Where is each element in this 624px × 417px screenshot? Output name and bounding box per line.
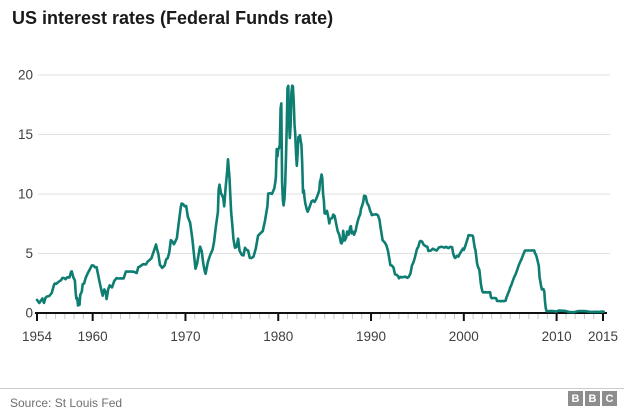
y-tick-label-20: 20 <box>18 68 33 83</box>
x-tick-label-2000: 2000 <box>449 329 479 344</box>
x-tick-label-2015: 2015 <box>588 329 618 344</box>
y-tick-label-10: 10 <box>18 187 33 202</box>
bbc-logo-block-3: C <box>602 391 617 406</box>
y-tick-label-5: 5 <box>25 246 33 261</box>
fed-funds-rate-line <box>35 84 605 314</box>
x-tick-label-1990: 1990 <box>356 329 386 344</box>
x-tick-label-1970: 1970 <box>170 329 200 344</box>
bbc-logo-block-2: B <box>585 391 600 406</box>
fed-funds-line-chart: 0 5 10 15 20 1954 1960 1970 1980 1990 2000 2010 2015 <box>18 68 618 345</box>
x-tick-label-1954: 1954 <box>22 329 53 344</box>
x-tick-label-1980: 1980 <box>263 329 293 344</box>
y-tick-label-15: 15 <box>18 127 33 142</box>
chart-title: US interest rates (Federal Funds rate) <box>12 8 334 28</box>
source-label: Source: St Louis Fed <box>10 396 123 410</box>
x-tick-label-2010: 2010 <box>542 329 572 344</box>
y-tick-label-0: 0 <box>25 306 33 321</box>
footer-divider <box>0 388 624 389</box>
bbc-logo-block-1: B <box>568 391 583 406</box>
x-tick-label-1960: 1960 <box>78 329 108 344</box>
